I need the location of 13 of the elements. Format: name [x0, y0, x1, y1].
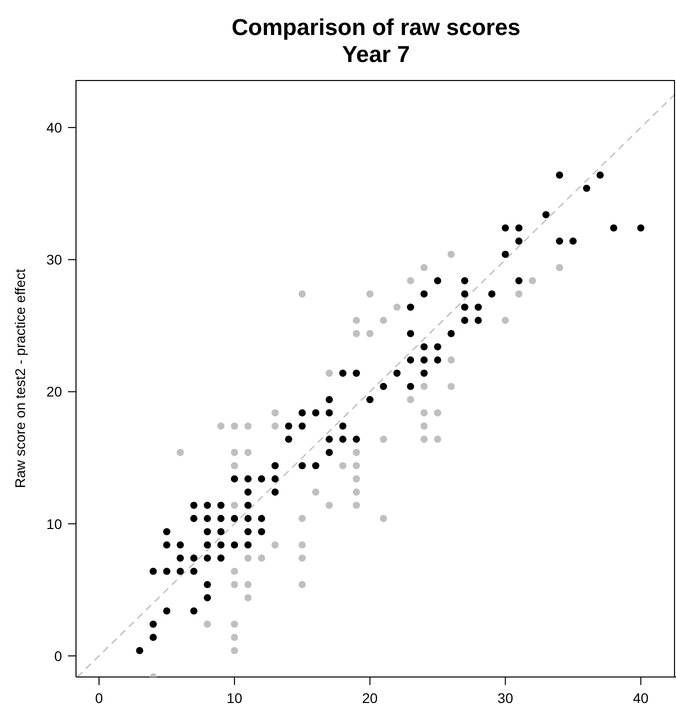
- x-tick-label: 20: [362, 690, 378, 706]
- chart-title: Comparison of raw scores: [230, 14, 522, 41]
- y-tick-label: 0: [54, 648, 62, 664]
- y-tick-label: 40: [46, 120, 62, 136]
- y-tick-label: 20: [46, 384, 62, 400]
- x-tick-label: 40: [632, 690, 649, 706]
- chart-subtitle: Year 7: [341, 41, 411, 68]
- x-tick-label: 0: [95, 690, 104, 706]
- y-tick-label: 30: [46, 252, 62, 268]
- x-tick-label: 10: [226, 690, 242, 706]
- y-axis-title: Raw score on test2 - practice effect: [12, 268, 28, 488]
- x-tick-label: 30: [498, 690, 514, 706]
- y-tick-label: 10: [46, 516, 62, 532]
